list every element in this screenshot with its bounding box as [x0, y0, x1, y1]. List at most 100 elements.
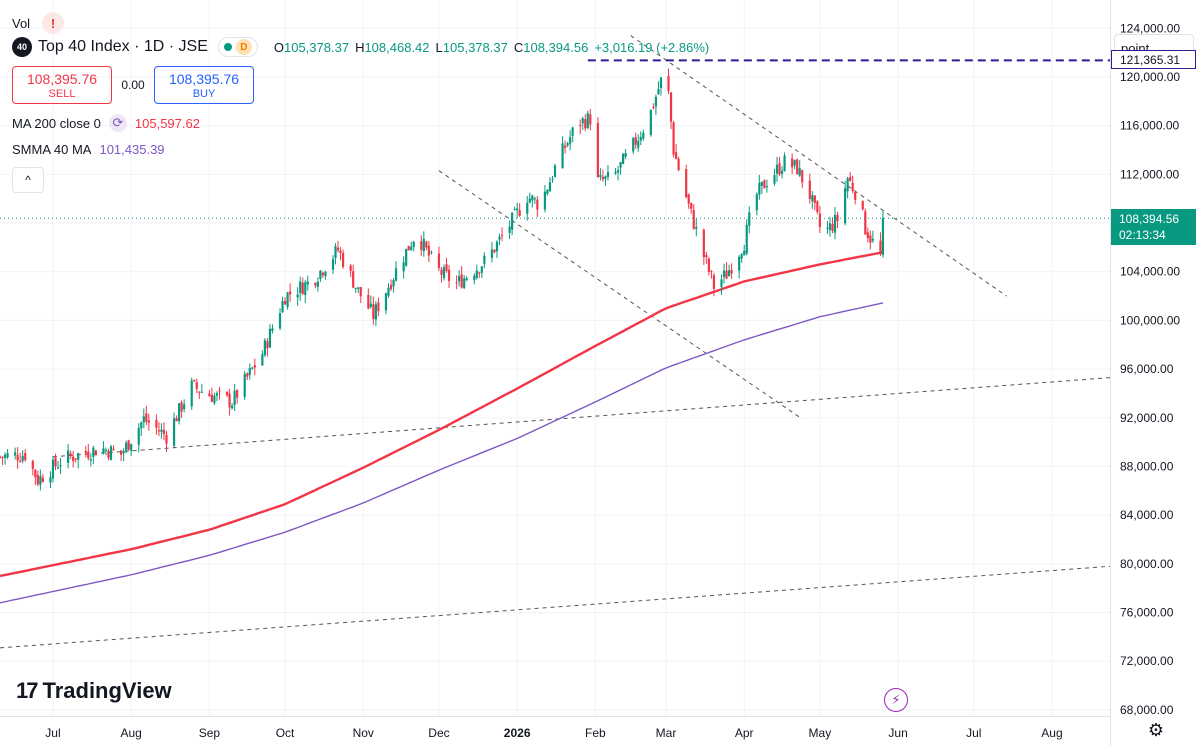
candle[interactable]: [190, 377, 193, 410]
candle[interactable]: [339, 246, 342, 261]
candle[interactable]: [783, 152, 786, 172]
candle[interactable]: [172, 412, 176, 448]
candle[interactable]: [811, 191, 814, 209]
candle[interactable]: [707, 256, 710, 276]
candle[interactable]: [816, 200, 819, 215]
candle[interactable]: [352, 264, 355, 289]
candle[interactable]: [102, 441, 105, 455]
candle[interactable]: [119, 450, 123, 462]
tradingview-logo[interactable]: 17 TradingView: [16, 678, 172, 704]
candle[interactable]: [266, 338, 269, 357]
candle[interactable]: [798, 160, 801, 177]
candle[interactable]: [430, 250, 433, 255]
candle[interactable]: [69, 450, 72, 460]
candle[interactable]: [500, 227, 504, 242]
candle[interactable]: [586, 110, 589, 130]
candle[interactable]: [51, 455, 55, 483]
candle[interactable]: [87, 443, 90, 461]
candle[interactable]: [314, 281, 317, 289]
candle[interactable]: [690, 202, 693, 214]
candle[interactable]: [36, 470, 39, 487]
warning-icon[interactable]: !: [42, 12, 65, 34]
gear-icon[interactable]: ⚙: [1147, 719, 1165, 740]
candle[interactable]: [437, 246, 441, 272]
candle[interactable]: [349, 263, 352, 278]
candle[interactable]: [745, 219, 748, 256]
candle[interactable]: [225, 391, 229, 397]
candle[interactable]: [74, 458, 77, 463]
candle[interactable]: [738, 254, 741, 279]
candle[interactable]: [410, 241, 413, 251]
candle[interactable]: [864, 208, 867, 235]
candle[interactable]: [740, 253, 743, 263]
candle[interactable]: [289, 283, 292, 302]
candle[interactable]: [705, 251, 708, 264]
candle[interactable]: [596, 117, 599, 179]
candle[interactable]: [213, 392, 216, 406]
candle[interactable]: [94, 449, 97, 456]
candle[interactable]: [77, 452, 80, 469]
candle[interactable]: [1, 456, 4, 465]
candle[interactable]: [773, 168, 776, 186]
candle[interactable]: [233, 383, 236, 412]
candle[interactable]: [6, 449, 9, 460]
candle[interactable]: [286, 291, 289, 310]
candle[interactable]: [387, 283, 390, 298]
candle[interactable]: [140, 421, 143, 437]
candle[interactable]: [866, 227, 869, 243]
candle[interactable]: [16, 447, 19, 469]
ma200-legend[interactable]: MA 200 close 0 ⟳ 105,597.62: [12, 114, 200, 132]
candle[interactable]: [160, 423, 163, 439]
candle[interactable]: [394, 261, 398, 282]
candle[interactable]: [306, 275, 309, 291]
candle[interactable]: [34, 469, 37, 486]
candles[interactable]: [0, 68, 885, 491]
candle[interactable]: [632, 137, 635, 155]
candle[interactable]: [793, 159, 796, 170]
candle[interactable]: [775, 156, 779, 182]
candle[interactable]: [130, 443, 133, 457]
candle[interactable]: [59, 457, 62, 474]
candle[interactable]: [49, 471, 52, 488]
candle[interactable]: [39, 469, 42, 491]
candle[interactable]: [278, 308, 282, 331]
candle[interactable]: [846, 176, 849, 199]
collapse-legend-button[interactable]: ^: [12, 167, 44, 193]
trendline[interactable]: [438, 170, 803, 420]
candle[interactable]: [518, 203, 521, 218]
candle[interactable]: [253, 358, 256, 376]
candle[interactable]: [672, 120, 675, 158]
candle[interactable]: [175, 415, 178, 422]
symbol-title[interactable]: Top 40 Index · 1D · JSE: [38, 38, 208, 55]
candle[interactable]: [84, 446, 87, 458]
candle[interactable]: [41, 473, 44, 483]
candle[interactable]: [195, 378, 198, 394]
candle[interactable]: [833, 207, 837, 240]
candle[interactable]: [508, 220, 511, 239]
candle[interactable]: [268, 324, 272, 348]
candle[interactable]: [14, 447, 17, 460]
candle[interactable]: [831, 217, 834, 234]
candle[interactable]: [748, 206, 751, 234]
candle[interactable]: [193, 379, 196, 383]
candle[interactable]: [458, 270, 461, 287]
trendline[interactable]: [630, 35, 1007, 297]
trendline[interactable]: [0, 565, 1111, 649]
candle[interactable]: [553, 163, 557, 178]
candle[interactable]: [601, 169, 605, 182]
candle[interactable]: [861, 200, 864, 211]
candle[interactable]: [21, 450, 24, 464]
candle[interactable]: [528, 192, 531, 204]
candle[interactable]: [712, 272, 716, 297]
candle[interactable]: [478, 271, 481, 278]
candle[interactable]: [324, 270, 327, 280]
candle[interactable]: [652, 103, 655, 110]
candle[interactable]: [622, 152, 625, 165]
candle[interactable]: [614, 168, 617, 175]
candle[interactable]: [579, 119, 582, 135]
candle[interactable]: [283, 297, 287, 305]
buy-button[interactable]: 108,395.76 BUY: [154, 66, 254, 104]
candle[interactable]: [818, 206, 821, 234]
candle[interactable]: [828, 216, 832, 237]
candle[interactable]: [147, 413, 150, 431]
